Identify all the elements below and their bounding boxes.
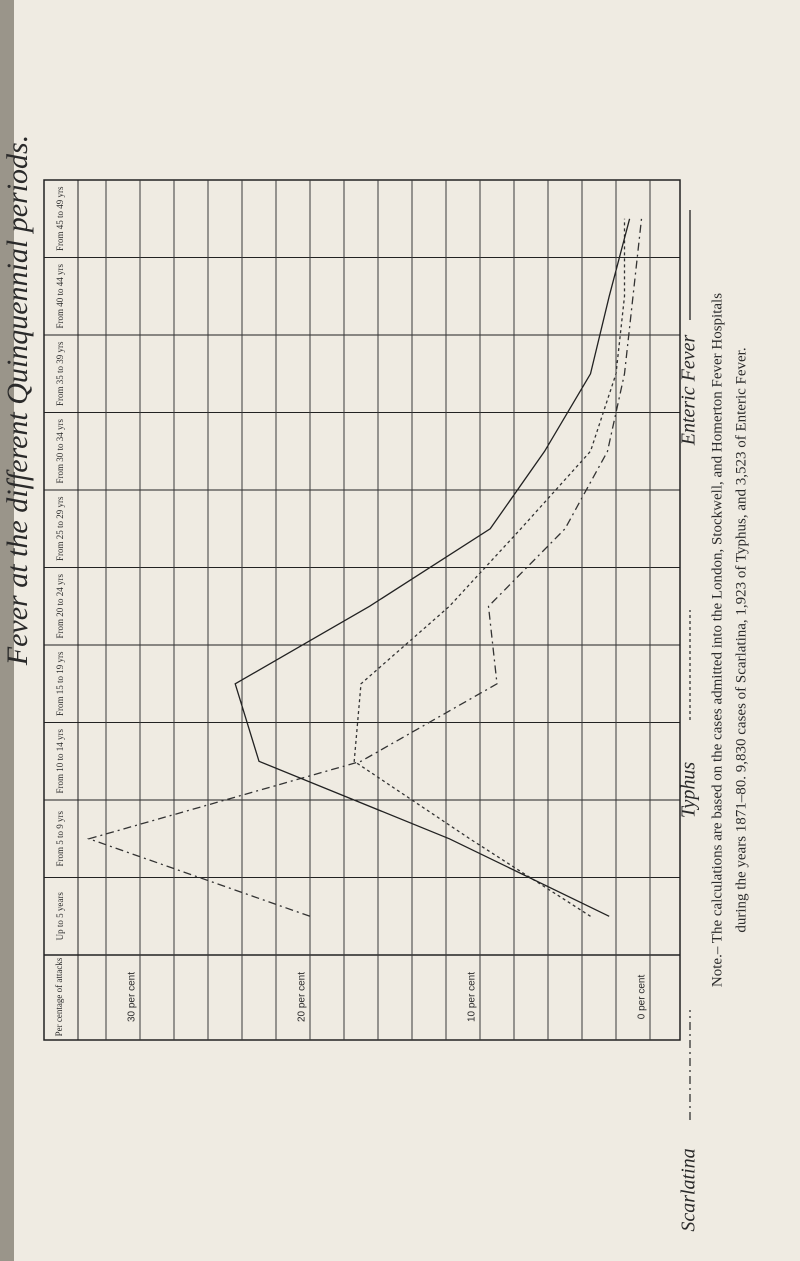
chart-border <box>43 179 681 1041</box>
frame <box>43 179 681 1041</box>
category-label: From 40 to 44 yrs <box>55 264 65 329</box>
legend-label: Scarlatina <box>678 1148 700 1231</box>
note-line: during the years 1871–80. 9,830 cases of… <box>733 347 749 932</box>
category-label: From 5 to 9 yrs <box>55 811 65 867</box>
category-label: Up to 5 years <box>55 892 65 941</box>
category-label: From 30 to 34 yrs <box>55 419 65 484</box>
y-tick-label: 30 per cent <box>127 972 138 1022</box>
category-label: From 35 to 39 yrs <box>55 341 65 406</box>
category-header: Per centage of attacks <box>54 957 64 1036</box>
category-label: From 10 to 14 yrs <box>55 729 65 794</box>
category-label: From 15 to 19 yrs <box>55 651 65 716</box>
category-label: From 20 to 24 yrs <box>55 574 65 639</box>
category-label: From 45 to 49 yrs <box>55 186 65 251</box>
category-label: From 25 to 29 yrs <box>55 496 65 561</box>
series-line <box>353 218 626 917</box>
note-line: Note.– The calculations are based on the… <box>709 293 725 987</box>
series-line <box>234 218 631 917</box>
y-tick-label: 0 per cent <box>637 975 648 1020</box>
binding-edge <box>0 0 14 1261</box>
legend-label: Typhus <box>678 762 700 819</box>
series-line <box>86 218 643 917</box>
page-header: Fever at the different Quinquennial peri… <box>1 135 34 666</box>
y-tick-label: 10 per cent <box>467 972 478 1022</box>
legend-label: Enteric Fever <box>678 335 700 447</box>
y-tick-label: 20 per cent <box>297 972 308 1022</box>
